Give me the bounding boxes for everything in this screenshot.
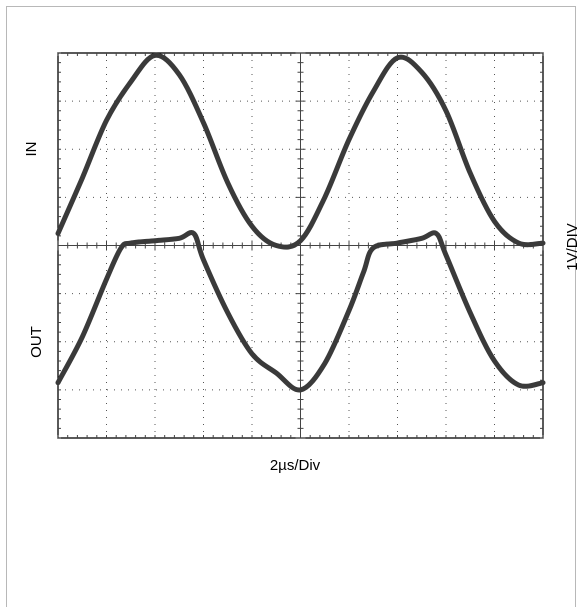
trace-point-in (372, 90, 375, 93)
trace-point-in (275, 244, 278, 247)
trace-layer (55, 52, 546, 393)
trace-point-out (129, 241, 132, 245)
trace-point-in (396, 56, 399, 59)
trace-point-out (178, 237, 181, 240)
trace-point-out (299, 388, 302, 392)
trace-point-in (323, 196, 326, 199)
trace-point-out (226, 311, 229, 315)
trace-point-out (56, 381, 60, 384)
trace-point-out (81, 335, 84, 339)
vertical-scale-label: 1V/DIV (564, 223, 581, 271)
oscilloscope-plot (55, 52, 546, 439)
trace-point-in (444, 109, 448, 113)
trace-point-out (435, 232, 438, 235)
trace-point-in (56, 232, 60, 235)
trace-point-out (275, 371, 278, 375)
trace-point-out (362, 270, 365, 274)
trace-point-in (129, 80, 132, 84)
trace-point-out (250, 352, 254, 355)
trace-point-out (323, 362, 326, 365)
trace-point-in (347, 138, 351, 141)
trace-point-in (420, 71, 423, 74)
trace-point-out (541, 381, 545, 384)
trace-point-out (153, 239, 157, 242)
trace-point-in (202, 121, 205, 125)
trace-point-out (420, 237, 423, 240)
trace-point-in (469, 172, 472, 175)
trace-point-out (347, 309, 351, 312)
time-scale-label: 2µs/Div (269, 457, 321, 474)
trace-point-out (119, 246, 123, 250)
trace-point-out (469, 311, 472, 315)
trace-point-in (153, 54, 157, 57)
trace-point-in (493, 220, 496, 223)
trace-point-out (192, 232, 195, 235)
trace-point-out (517, 383, 520, 387)
trace-point-out (202, 258, 205, 262)
trace-point-out (444, 253, 448, 257)
input-axis-label: IN (23, 141, 40, 157)
trace-point-in (250, 225, 254, 228)
trace-point-out (493, 359, 496, 363)
output-axis-label: OUT (28, 326, 45, 358)
trace-point-in (178, 73, 181, 76)
trace-point-out (396, 241, 399, 245)
trace-point-in (226, 181, 229, 185)
trace-point-in (81, 176, 84, 180)
trace-point-out (105, 278, 108, 281)
trace-point-out (372, 246, 375, 250)
trace-point-in (299, 239, 302, 242)
trace-point-in (517, 241, 520, 245)
figure-frame (6, 6, 576, 607)
trace-point-in (105, 119, 108, 122)
trace-point-in (541, 241, 545, 245)
